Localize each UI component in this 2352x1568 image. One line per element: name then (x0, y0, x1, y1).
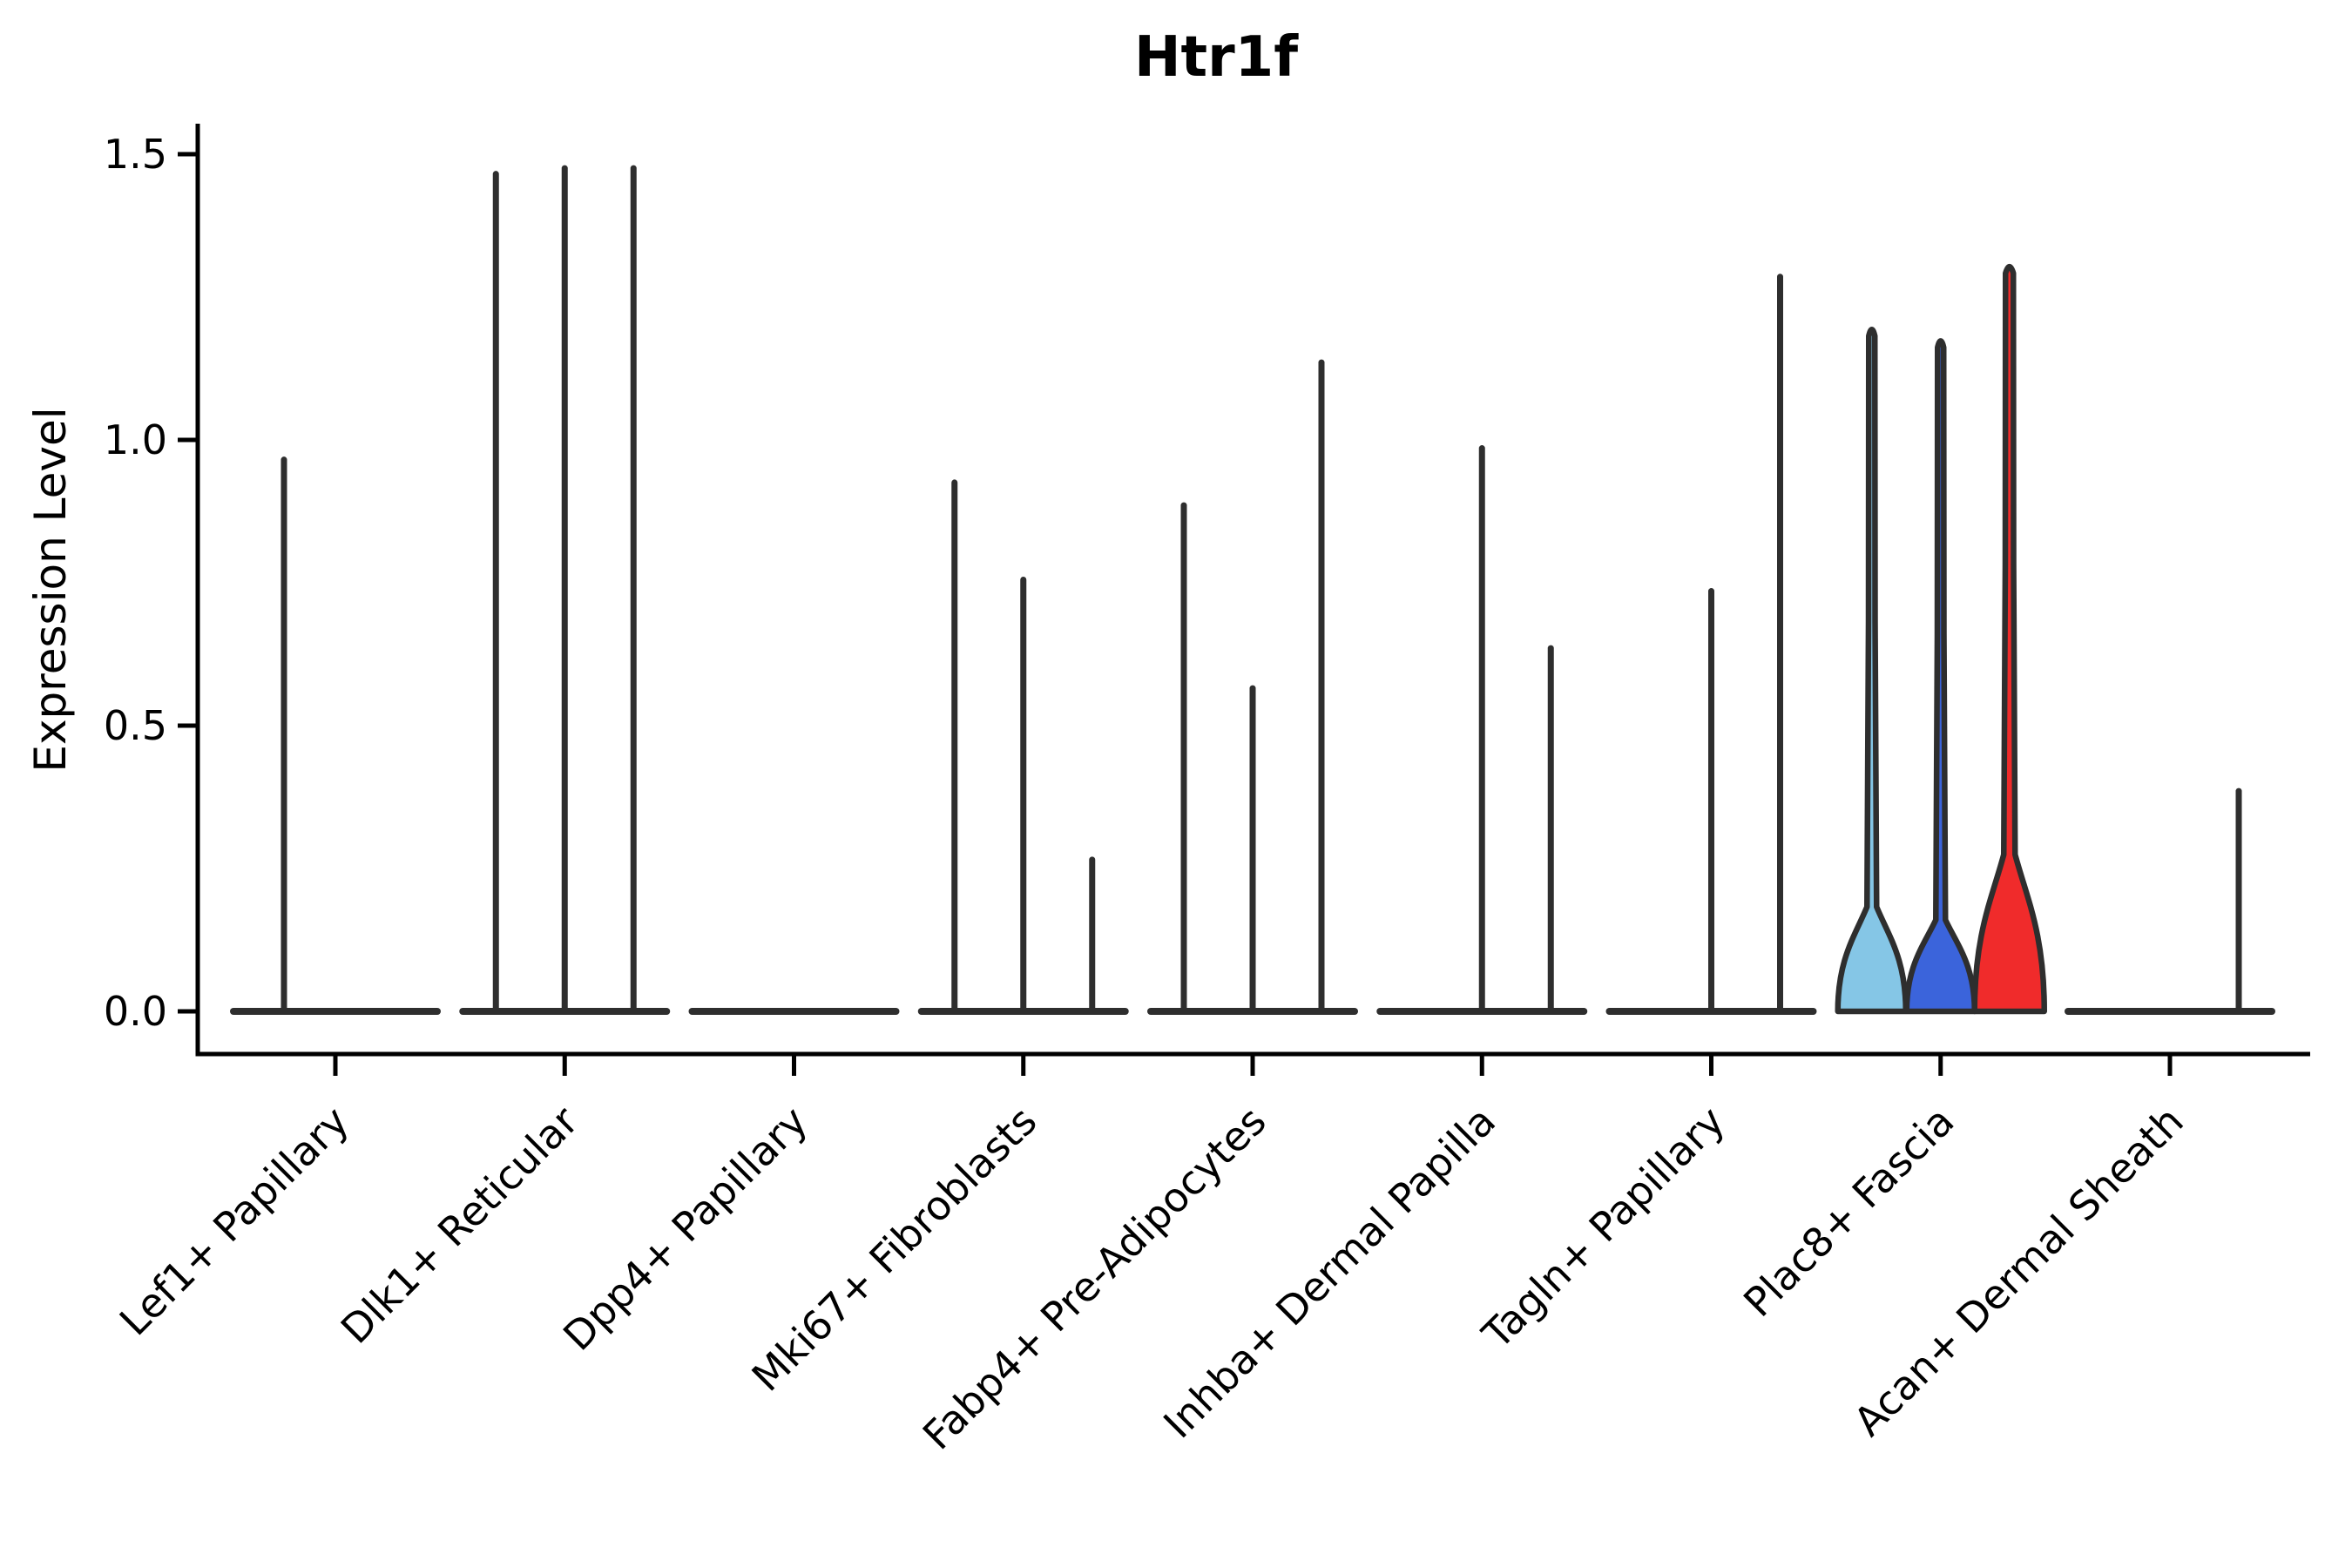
colored-violin (1971, 263, 2047, 1015)
x-category-label: Dlk1+ Reticular (332, 1098, 587, 1353)
x-category-label: Plac8+ Fascia (1734, 1098, 1963, 1326)
x-category-label: Lef1+ Papillary (111, 1098, 358, 1345)
chart-title: Htr1f (1133, 25, 1299, 90)
colored-violin (1835, 327, 1909, 1015)
x-category-label: Tagln+ Papillary (1473, 1098, 1734, 1359)
y-tick-label: 1.5 (104, 131, 167, 178)
y-tick-label: 0.5 (104, 702, 167, 749)
y-tick-label: 1.0 (104, 416, 167, 463)
colored-violin (1903, 338, 1977, 1015)
y-tick-label: 0.0 (104, 988, 167, 1035)
x-category-label: Dpp4+ Papillary (554, 1098, 816, 1360)
